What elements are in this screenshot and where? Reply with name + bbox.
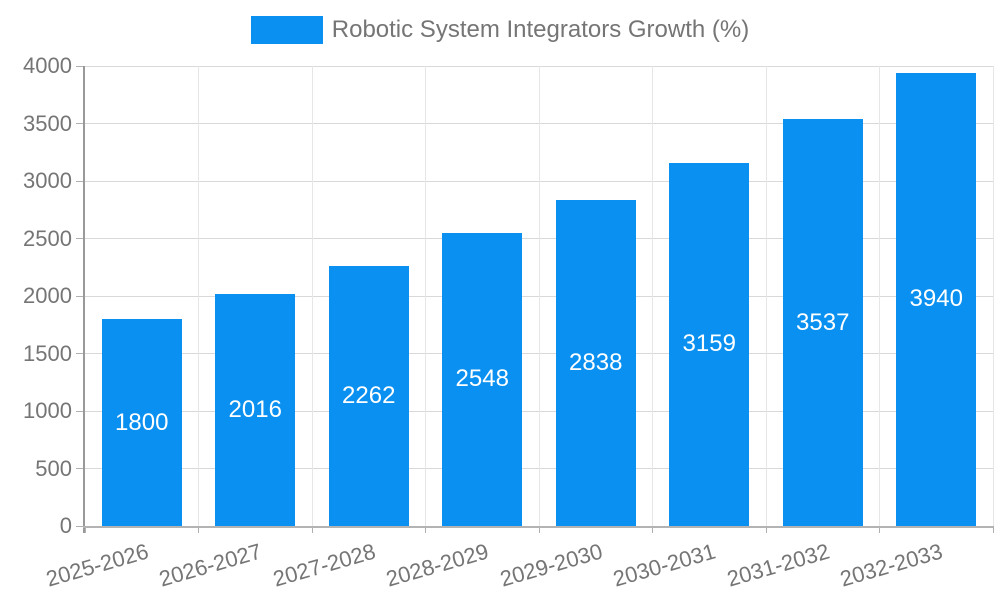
x-axis-tick [538,526,540,533]
bar-value-label: 1800 [115,408,169,436]
y-axis-tick [76,123,85,124]
y-axis-tick-label: 1000 [23,398,72,423]
x-axis-tick [652,526,653,533]
v-gridline [992,66,994,526]
bar: 1800 [101,319,182,526]
x-axis-baseline [83,526,993,528]
v-gridline [425,66,426,526]
bar: 3940 [896,72,977,526]
bar-value-label: 2838 [569,348,623,376]
v-gridline [879,66,880,526]
bar: 2016 [215,294,296,526]
y-axis-tick [76,410,85,412]
bar: 2548 [442,232,523,526]
y-axis-tick [76,65,85,67]
x-axis-tick [879,526,880,533]
legend-swatch [250,16,323,44]
bar-value-label: 2016 [228,396,282,424]
y-axis-tick-label: 4000 [23,53,72,78]
v-gridline [538,66,540,526]
v-gridline [311,66,313,526]
y-axis-tick-label: 2000 [23,283,72,308]
v-gridline [652,66,653,526]
y-axis-tick [76,468,85,469]
y-axis-tick [76,295,85,297]
y-axis-tick-label: 1500 [23,340,72,366]
x-axis-tick [765,526,767,533]
bar: 2262 [328,265,409,526]
bar-value-label: 3537 [796,308,850,336]
legend: Robotic System Integrators Growth (%) [0,16,1000,44]
x-axis-tick [425,526,426,533]
v-gridline [765,66,767,526]
legend-label: Robotic System Integrators Growth (%) [331,16,750,43]
bar: 3537 [782,119,863,526]
y-axis-tick [76,353,85,354]
x-axis-tick [84,526,86,533]
y-axis-tick-label: 3000 [23,168,72,193]
bar-value-label: 3940 [909,285,963,313]
bar-value-label: 3159 [682,330,736,358]
x-axis-tick [311,526,313,533]
bar: 2838 [555,199,636,526]
y-axis-tick [76,525,85,527]
x-axis-tick [198,526,199,533]
y-axis-tick [76,180,85,182]
y-axis-tick-label: 500 [35,455,72,481]
y-axis-line [83,66,85,533]
y-axis-tick-label: 3500 [23,110,72,136]
bar-value-label: 2262 [342,381,396,409]
v-gridline [198,66,199,526]
y-axis-tick-label: 2500 [23,225,72,251]
bar: 3159 [669,162,750,526]
y-axis-tick [76,238,85,239]
y-axis-tick-label: 0 [59,513,72,538]
bar-value-label: 2548 [455,365,509,393]
x-axis-tick [992,526,994,533]
